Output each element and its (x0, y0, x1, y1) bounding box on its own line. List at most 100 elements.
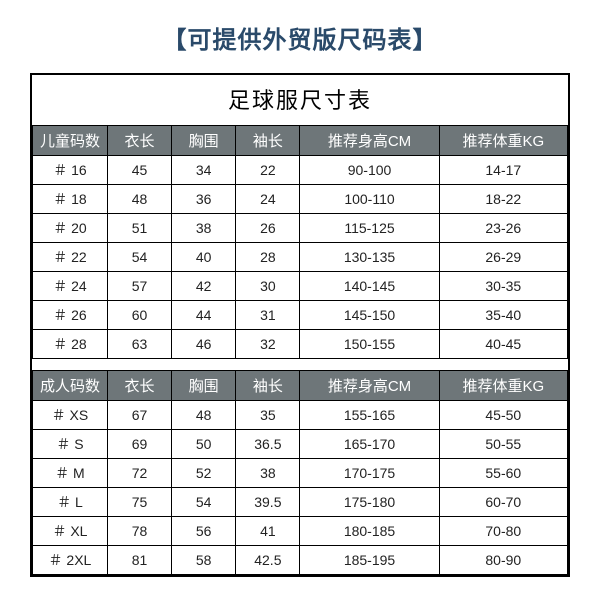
table-cell: 35-40 (439, 301, 567, 330)
table-cell: ＃ 26 (33, 301, 108, 330)
table-cell: 38 (172, 214, 236, 243)
table-cell: 48 (172, 401, 236, 430)
table-row: ＃ XS674835155-16545-50 (33, 401, 568, 430)
table-row: ＃ 24574230140-14530-35 (33, 272, 568, 301)
table-cell: 145-150 (300, 301, 439, 330)
table-cell: ＃ 20 (33, 214, 108, 243)
table-cell: 38 (236, 459, 300, 488)
table-cell: 185-195 (300, 546, 439, 575)
table-cell: 18-22 (439, 185, 567, 214)
table-cell: 170-175 (300, 459, 439, 488)
table-cell: 72 (107, 459, 171, 488)
table-cell: 100-110 (300, 185, 439, 214)
table-cell: 45 (107, 156, 171, 185)
table-cell: ＃ 28 (33, 330, 108, 359)
column-header: 推荐体重KG (439, 371, 567, 401)
table-cell: 42 (172, 272, 236, 301)
column-header: 成人码数 (33, 371, 108, 401)
table-cell: 30-35 (439, 272, 567, 301)
column-header: 袖长 (236, 371, 300, 401)
table-cell: 30 (236, 272, 300, 301)
table-cell: 57 (107, 272, 171, 301)
table-cell: 35 (236, 401, 300, 430)
table-cell: 36.5 (236, 430, 300, 459)
table-cell: 42.5 (236, 546, 300, 575)
table-cell: 80-90 (439, 546, 567, 575)
column-header: 胸围 (172, 126, 236, 156)
table-cell: 63 (107, 330, 171, 359)
table-row: ＃ S695036.5165-17050-55 (33, 430, 568, 459)
table-cell: 81 (107, 546, 171, 575)
table-row: ＃ 22544028130-13526-29 (33, 243, 568, 272)
table-cell: 41 (236, 517, 300, 546)
table-cell: 40 (172, 243, 236, 272)
table-cell: 39.5 (236, 488, 300, 517)
section-gap (33, 359, 568, 371)
table-cell: 32 (236, 330, 300, 359)
table-cell: 60 (107, 301, 171, 330)
table-cell: ＃ 16 (33, 156, 108, 185)
table-cell: 165-170 (300, 430, 439, 459)
table-cell: 23-26 (439, 214, 567, 243)
table-cell: ＃ 22 (33, 243, 108, 272)
column-header: 推荐身高CM (300, 371, 439, 401)
column-header: 推荐身高CM (300, 126, 439, 156)
table-row: ＃ 2XL815842.5185-19580-90 (33, 546, 568, 575)
table-cell: 54 (107, 243, 171, 272)
table-row: ＃ 28634632150-15540-45 (33, 330, 568, 359)
adult-header-row: 成人码数衣长胸围袖长推荐身高CM推荐体重KG (33, 371, 568, 401)
column-header: 儿童码数 (33, 126, 108, 156)
table-cell: 150-155 (300, 330, 439, 359)
table-cell: ＃ 2XL (33, 546, 108, 575)
table-row: ＃ 1645342290-10014-17 (33, 156, 568, 185)
table-cell: 26-29 (439, 243, 567, 272)
table-cell: 26 (236, 214, 300, 243)
column-header: 袖长 (236, 126, 300, 156)
table-cell: ＃ 24 (33, 272, 108, 301)
table-cell: 50 (172, 430, 236, 459)
table-cell: 69 (107, 430, 171, 459)
table-cell: 54 (172, 488, 236, 517)
table-cell: 75 (107, 488, 171, 517)
table-row: ＃ M725238170-17555-60 (33, 459, 568, 488)
table-cell: 50-55 (439, 430, 567, 459)
table-cell: ＃ L (33, 488, 108, 517)
table-cell: 24 (236, 185, 300, 214)
table-cell: ＃ XL (33, 517, 108, 546)
table-cell: 55-60 (439, 459, 567, 488)
banner-title: 【可提供外贸版尺码表】 (30, 20, 570, 55)
table-cell: 51 (107, 214, 171, 243)
table-cell: 140-145 (300, 272, 439, 301)
table-cell: 28 (236, 243, 300, 272)
column-header: 推荐体重KG (439, 126, 567, 156)
table-cell: 90-100 (300, 156, 439, 185)
table-row: ＃ 26604431145-15035-40 (33, 301, 568, 330)
table-cell: 46 (172, 330, 236, 359)
size-table: 儿童码数衣长胸围袖长推荐身高CM推荐体重KG＃ 1645342290-10014… (32, 126, 568, 575)
table-cell: 130-135 (300, 243, 439, 272)
table-cell: 52 (172, 459, 236, 488)
table-cell: 22 (236, 156, 300, 185)
table-cell: 78 (107, 517, 171, 546)
table-cell: 67 (107, 401, 171, 430)
table-cell: 34 (172, 156, 236, 185)
table-cell: 155-165 (300, 401, 439, 430)
table-cell: 70-80 (439, 517, 567, 546)
table-cell: ＃ S (33, 430, 108, 459)
table-cell: 44 (172, 301, 236, 330)
table-cell: 14-17 (439, 156, 567, 185)
table-cell: 40-45 (439, 330, 567, 359)
sheet-title: 足球服尺寸表 (32, 75, 568, 126)
table-cell: 180-185 (300, 517, 439, 546)
table-cell: 115-125 (300, 214, 439, 243)
table-cell: 60-70 (439, 488, 567, 517)
size-sheet: 足球服尺寸表 儿童码数衣长胸围袖长推荐身高CM推荐体重KG＃ 164534229… (30, 73, 570, 577)
table-cell: 36 (172, 185, 236, 214)
table-cell: 48 (107, 185, 171, 214)
table-row: ＃ 20513826115-12523-26 (33, 214, 568, 243)
column-header: 衣长 (107, 126, 171, 156)
kids-header-row: 儿童码数衣长胸围袖长推荐身高CM推荐体重KG (33, 126, 568, 156)
table-cell: 58 (172, 546, 236, 575)
table-row: ＃ 18483624100-11018-22 (33, 185, 568, 214)
table-cell: 31 (236, 301, 300, 330)
